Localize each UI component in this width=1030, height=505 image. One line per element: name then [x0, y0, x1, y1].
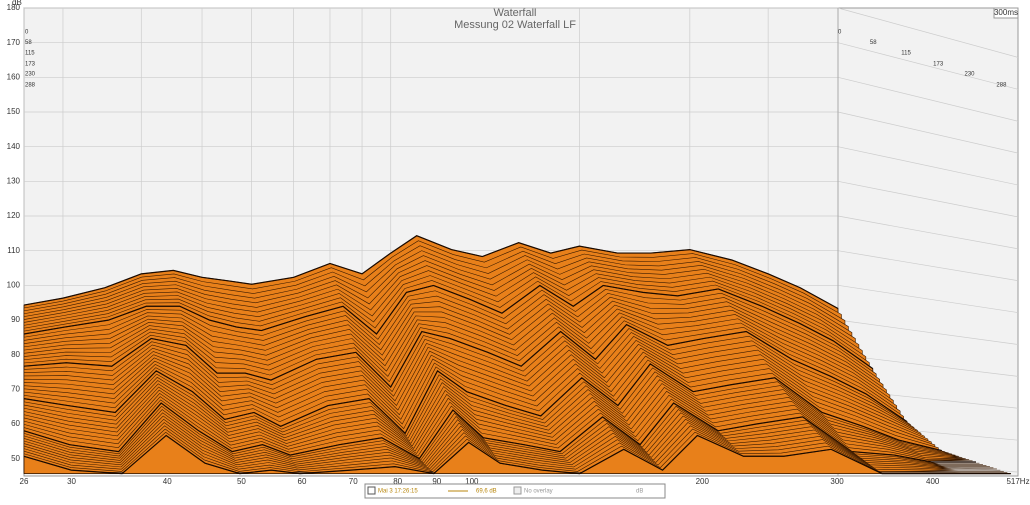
- legend-unit: dB: [636, 489, 643, 495]
- z-tick-label-right: 0: [838, 30, 842, 36]
- x-tick-label: 400: [926, 477, 940, 486]
- z-tick-label-left: 58: [25, 40, 32, 46]
- slice-line: [23, 235, 839, 310]
- x-tick-label: 50: [237, 477, 246, 486]
- y-tick-label: 120: [7, 211, 21, 220]
- z-tick-label-right: 115: [901, 51, 911, 57]
- legend-overlay: No overlay: [524, 489, 553, 495]
- z-tick-label-right: 173: [933, 61, 944, 67]
- slice-line: [23, 363, 942, 452]
- z-axis-label: 300ms: [994, 8, 1018, 17]
- y-tick-label: 60: [11, 419, 20, 428]
- chart-title: Waterfall: [494, 7, 537, 19]
- legend: Mai 3 17:26:15 69,6 dB No overlay dB: [364, 483, 666, 499]
- y-tick-label: 50: [11, 454, 20, 463]
- y-tick-label: 160: [7, 72, 21, 81]
- slice-line: [23, 402, 976, 463]
- wall-grid-line: [837, 250, 1019, 282]
- wall-grid-line: [837, 284, 1019, 313]
- z-tick-label-left: 288: [25, 82, 36, 88]
- x-tick-label: 30: [67, 477, 76, 486]
- y-tick-label: 150: [7, 107, 21, 116]
- x-tick-label: 100: [465, 477, 479, 486]
- legend-level: 69,6 dB: [476, 489, 497, 495]
- z-tick-label-left: 230: [25, 72, 36, 78]
- z-tick-label-left: 0: [25, 30, 29, 36]
- y-tick-label: 110: [7, 246, 20, 255]
- slice-line: [23, 284, 874, 370]
- y-tick-label: 170: [7, 38, 21, 47]
- legend-date: Mai 3 17:26:15: [378, 489, 418, 495]
- x-tick-label: 40: [163, 477, 172, 486]
- x-tick-label: 60: [298, 477, 307, 486]
- slice-line: [23, 323, 908, 423]
- y-tick-label: 180: [7, 3, 21, 12]
- wall-grid-line: [837, 76, 1019, 122]
- y-tick-label: 80: [11, 350, 20, 359]
- z-tick-label-right: 288: [996, 82, 1007, 88]
- slice-line: [23, 434, 1011, 475]
- x-tick-label: 300: [830, 477, 844, 486]
- wall-grid-line: [837, 42, 1019, 90]
- x-tick-label: 517Hz: [1006, 477, 1029, 486]
- wall-grid-line: [837, 146, 1019, 186]
- z-tick-label-left: 173: [25, 61, 36, 67]
- wall-grid-line: [837, 7, 1019, 58]
- y-tick-label: 140: [7, 142, 21, 151]
- z-tick-label-right: 230: [965, 72, 976, 78]
- x-tick-label: 90: [432, 477, 441, 486]
- y-tick-label: 100: [7, 280, 21, 289]
- y-axis-label: dB: [12, 0, 22, 7]
- overlay-checkbox[interactable]: [513, 486, 522, 495]
- x-tick-label: 80: [393, 477, 402, 486]
- chart-subtitle: Messung 02 Waterfall LF: [454, 19, 576, 31]
- x-tick-label: 200: [696, 477, 710, 486]
- x-tick-label: 70: [349, 477, 358, 486]
- wall-grid-line: [837, 354, 1019, 377]
- wall-grid-line: [837, 319, 1019, 345]
- wall-grid-line: [837, 180, 1019, 218]
- z-tick-label-left: 115: [25, 51, 35, 57]
- x-tick-label: 26: [20, 477, 29, 486]
- wall-grid-line: [837, 215, 1019, 250]
- wall-grid-line: [837, 111, 1019, 154]
- legend-checkbox[interactable]: [367, 486, 376, 495]
- z-label-box: [993, 7, 1019, 19]
- z-tick-label-right: 58: [870, 40, 877, 46]
- y-tick-label: 90: [11, 315, 20, 324]
- y-tick-label: 130: [7, 176, 21, 185]
- y-tick-label: 70: [11, 384, 20, 393]
